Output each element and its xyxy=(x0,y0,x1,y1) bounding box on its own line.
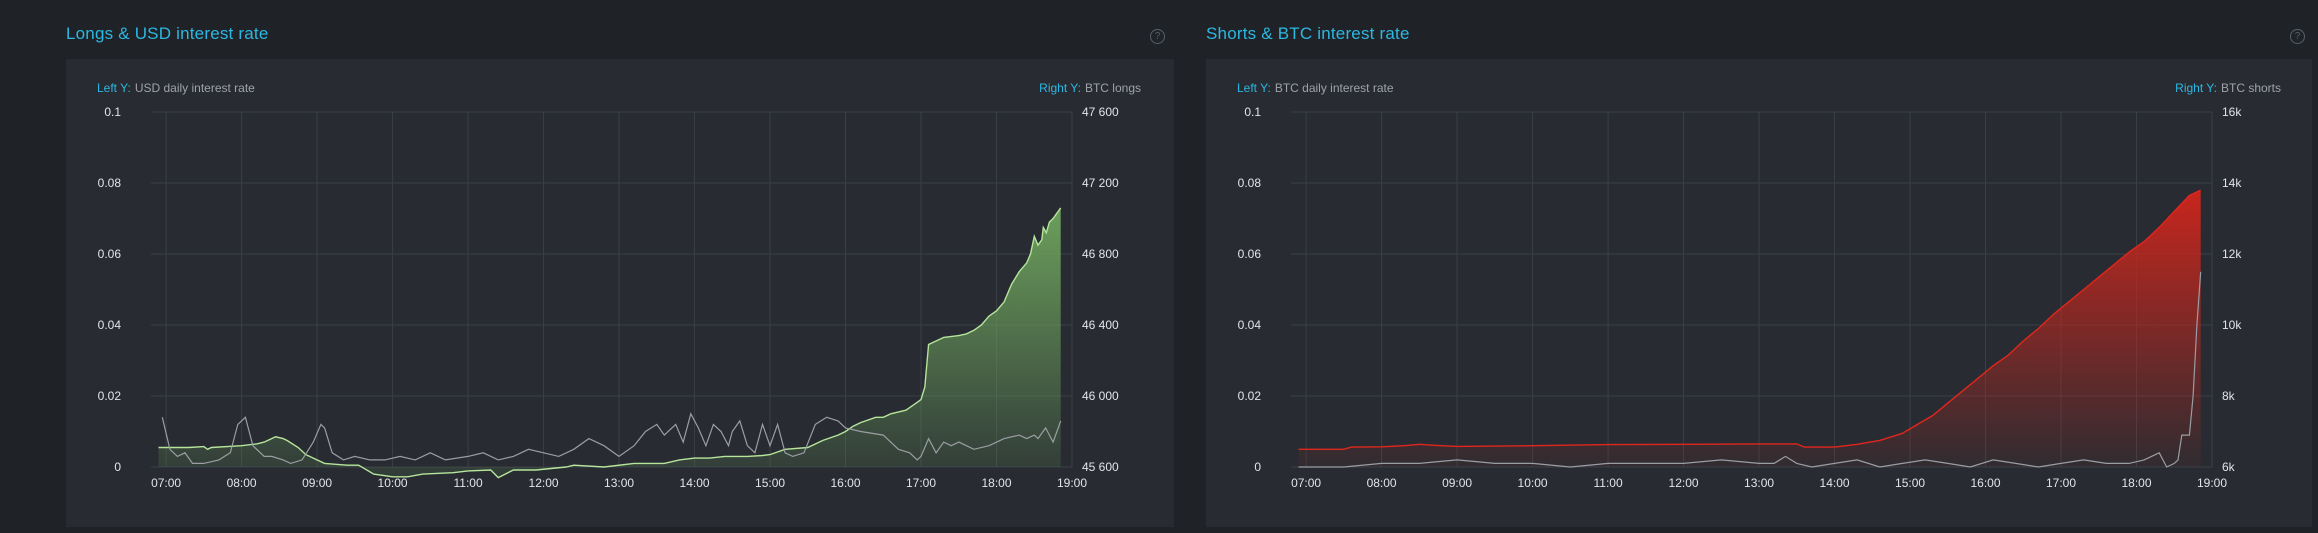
x-tick-label: 16:00 xyxy=(831,476,861,490)
x-tick-label: 16:00 xyxy=(1971,476,2001,490)
right-axis-caption: Right Y: BTC shorts xyxy=(2175,81,2281,95)
right-axis-caption: Right Y: BTC longs xyxy=(1039,81,1141,95)
area-fill xyxy=(1298,190,2201,467)
left-tick-label: 0.04 xyxy=(98,318,122,332)
longs-interest-chart: Left Y: USD daily interest rate Right Y: BT… xyxy=(97,81,1141,490)
rate-line xyxy=(161,412,1062,465)
left-tick-label: 0.1 xyxy=(104,105,121,119)
left-tick-label: 0.02 xyxy=(98,389,122,403)
right-tick-label: 47 600 xyxy=(1082,105,1119,119)
left-tick-label: 0.06 xyxy=(98,247,122,261)
left-tick-label: 0 xyxy=(114,460,121,474)
left-axis-caption-text: BTC daily interest rate xyxy=(1275,81,1394,95)
x-tick-label: 09:00 xyxy=(302,476,332,490)
shorts-interest-chart: Left Y: BTC daily interest rate Right Y: BT… xyxy=(1237,81,2281,490)
x-tick-label: 14:00 xyxy=(1820,476,1850,490)
right-tick-label: 46 800 xyxy=(1082,247,1119,261)
left-axis-caption: Left Y: USD daily interest rate xyxy=(97,81,255,95)
area-line xyxy=(158,207,1062,479)
shorts-chart-card: Left Y: BTC daily interest rate Right Y: BT… xyxy=(1206,59,2312,527)
left-tick-label: 0.06 xyxy=(1238,247,1262,261)
right-axis-caption-prefix: Right Y: xyxy=(2175,81,2217,95)
x-tick-label: 07:00 xyxy=(1291,476,1321,490)
x-tick-label: 15:00 xyxy=(755,476,785,490)
interest-rate-series xyxy=(161,412,1062,465)
x-tick-label: 17:00 xyxy=(2046,476,2076,490)
x-tick-label: 19:00 xyxy=(1057,476,1087,490)
position-series xyxy=(158,207,1062,479)
left-tick-label: 0 xyxy=(1254,460,1261,474)
interest-rate-series xyxy=(1298,271,2202,468)
right-tick-label: 8k xyxy=(2222,389,2236,403)
x-tick-label: 10:00 xyxy=(378,476,408,490)
left-tick-label: 0.08 xyxy=(98,176,122,190)
right-tick-label: 46 400 xyxy=(1082,318,1119,332)
area-line xyxy=(1298,189,2201,450)
left-tick-label: 0.1 xyxy=(1244,105,1261,119)
right-axis-caption-prefix: Right Y: xyxy=(1039,81,1081,95)
right-axis-caption-text: BTC shorts xyxy=(2221,81,2281,95)
shorts-panel-title: Shorts & BTC interest rate xyxy=(1206,24,1410,43)
x-tick-label: 12:00 xyxy=(1669,476,1699,490)
x-tick-label: 08:00 xyxy=(227,476,257,490)
left-axis-caption-prefix: Left Y: xyxy=(1237,81,1271,95)
right-tick-label: 47 200 xyxy=(1082,176,1119,190)
x-tick-label: 15:00 xyxy=(1895,476,1925,490)
left-axis-caption-prefix: Left Y: xyxy=(97,81,131,95)
longs-chart-card: Left Y: USD daily interest rate Right Y: BT… xyxy=(66,59,1174,527)
left-tick-label: 0.02 xyxy=(1238,389,1262,403)
right-tick-label: 14k xyxy=(2222,176,2242,190)
left-tick-label: 0.04 xyxy=(1238,318,1262,332)
right-axis-caption-text: BTC longs xyxy=(1085,81,1141,95)
x-tick-label: 09:00 xyxy=(1442,476,1472,490)
right-tick-label: 6k xyxy=(2222,460,2236,474)
x-tick-label: 10:00 xyxy=(1518,476,1548,490)
x-tick-label: 17:00 xyxy=(906,476,936,490)
x-tick-label: 11:00 xyxy=(453,476,482,490)
x-tick-label: 14:00 xyxy=(680,476,710,490)
longs-panel-title: Longs & USD interest rate xyxy=(66,24,269,43)
shorts-help-icon[interactable]: ? xyxy=(2290,29,2305,44)
right-tick-label: 45 600 xyxy=(1082,460,1119,474)
x-tick-label: 08:00 xyxy=(1367,476,1397,490)
left-tick-label: 0.08 xyxy=(1238,176,1262,190)
x-tick-label: 18:00 xyxy=(2121,476,2151,490)
position-series xyxy=(1298,189,2201,467)
longs-help-icon[interactable]: ? xyxy=(1150,29,1165,44)
left-axis-caption-text: USD daily interest rate xyxy=(135,81,255,95)
x-tick-label: 13:00 xyxy=(1744,476,1774,490)
x-tick-label: 07:00 xyxy=(151,476,181,490)
right-tick-label: 16k xyxy=(2222,105,2242,119)
area-fill xyxy=(158,207,1061,478)
right-tick-label: 12k xyxy=(2222,247,2242,261)
right-tick-label: 46 000 xyxy=(1082,389,1119,403)
x-tick-label: 19:00 xyxy=(2197,476,2227,490)
left-axis-caption: Left Y: BTC daily interest rate xyxy=(1237,81,1394,95)
right-tick-label: 10k xyxy=(2222,318,2242,332)
x-tick-label: 13:00 xyxy=(604,476,634,490)
x-tick-label: 12:00 xyxy=(529,476,559,490)
rate-line xyxy=(1298,271,2202,468)
x-tick-label: 18:00 xyxy=(981,476,1011,490)
x-tick-label: 11:00 xyxy=(1593,476,1622,490)
